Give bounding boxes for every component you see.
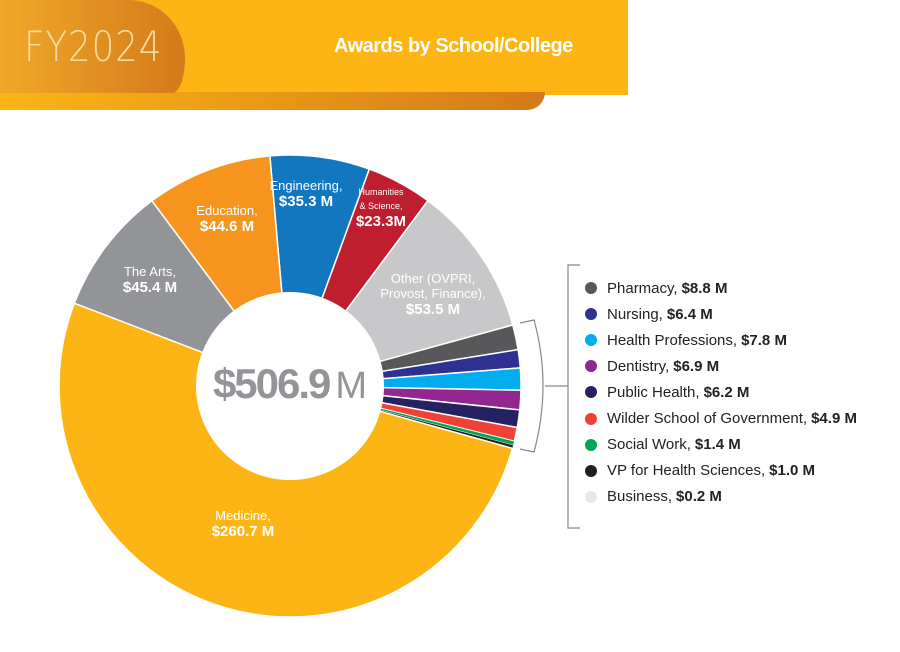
legend-label: Pharmacy, [607, 279, 678, 297]
slice-label: Provost, Finance), [380, 286, 486, 301]
legend-swatch-icon [585, 412, 597, 425]
legend-label: Social Work, [607, 436, 691, 454]
chart-title: Awards by School/College [334, 35, 573, 57]
legend-item: Business, $0.2 M [585, 484, 857, 510]
slice-value-label: $23.3M [356, 213, 406, 230]
legend-item: Public Health, $6.2 M [585, 379, 857, 405]
slice-label: The Arts, [124, 264, 176, 279]
legend: Pharmacy, $8.8 M Nursing, $6.4 M Health Prof… [585, 275, 857, 510]
legend-item: Dentistry, $6.9 M [585, 353, 857, 379]
legend-value: $6.9 M [673, 357, 720, 375]
slice-label: Education, [196, 203, 257, 218]
legend-item: Pharmacy, $8.8 M [585, 275, 857, 301]
legend-swatch-icon [585, 308, 597, 321]
slice-value-label: $53.5 M [406, 301, 460, 318]
slice-label: Humanities [358, 187, 404, 197]
legend-value: $1.0 M [769, 462, 815, 480]
legend-value: $6.2 M [703, 383, 750, 401]
slice-label: & Science, [359, 201, 402, 211]
legend-label: Business, [607, 488, 673, 506]
header-strip [0, 92, 545, 110]
fiscal-year-badge: FY2024 [0, 0, 185, 93]
legend-value: $0.2 M [676, 488, 722, 506]
slice-value-label: $35.3 M [279, 193, 333, 210]
legend-label: Health Professions, [607, 331, 738, 349]
legend-item: Social Work, $1.4 M [585, 432, 857, 458]
slice-label: Other (OVPRI, [391, 271, 476, 286]
donut-hole [196, 292, 384, 480]
slice-value-label: $44.6 M [200, 218, 254, 235]
legend-swatch-icon [585, 282, 597, 295]
legend-bracket [567, 264, 580, 529]
legend-value: $4.9 M [811, 410, 857, 428]
legend-label: Dentistry, [607, 357, 670, 375]
legend-item: Wilder School of Government, $4.9 M [585, 405, 857, 431]
legend-value: $6.4 M [666, 305, 713, 323]
legend-label: Nursing, [607, 305, 663, 323]
legend-label: Public Health, [607, 383, 700, 401]
slice-value-label: $45.4 M [123, 279, 177, 296]
legend-value: $1.4 M [694, 436, 741, 454]
legend-swatch-icon [585, 438, 597, 451]
fiscal-year-text: FY2024 [24, 22, 163, 71]
legend-label: VP for Health Sciences, [607, 462, 766, 480]
legend-label: Wilder School of Government, [607, 410, 808, 428]
legend-swatch-icon [585, 386, 597, 399]
legend-swatch-icon [585, 464, 597, 477]
slice-value-label: $260.7 M [212, 523, 275, 540]
legend-swatch-icon [585, 490, 597, 503]
slice-label: Engineering, [270, 178, 343, 193]
slice-label: Medicine, [215, 508, 271, 523]
legend-value: $8.8 M [681, 279, 728, 297]
legend-item: VP for Health Sciences, $1.0 M [585, 458, 857, 484]
legend-swatch-icon [585, 334, 597, 347]
legend-item: Nursing, $6.4 M [585, 301, 857, 327]
total-label: $506.9 M [213, 360, 367, 407]
legend-item: Health Professions, $7.8 M [585, 327, 857, 353]
legend-swatch-icon [585, 360, 597, 373]
small-slices-bracket [519, 319, 544, 453]
legend-value: $7.8 M [741, 331, 787, 349]
